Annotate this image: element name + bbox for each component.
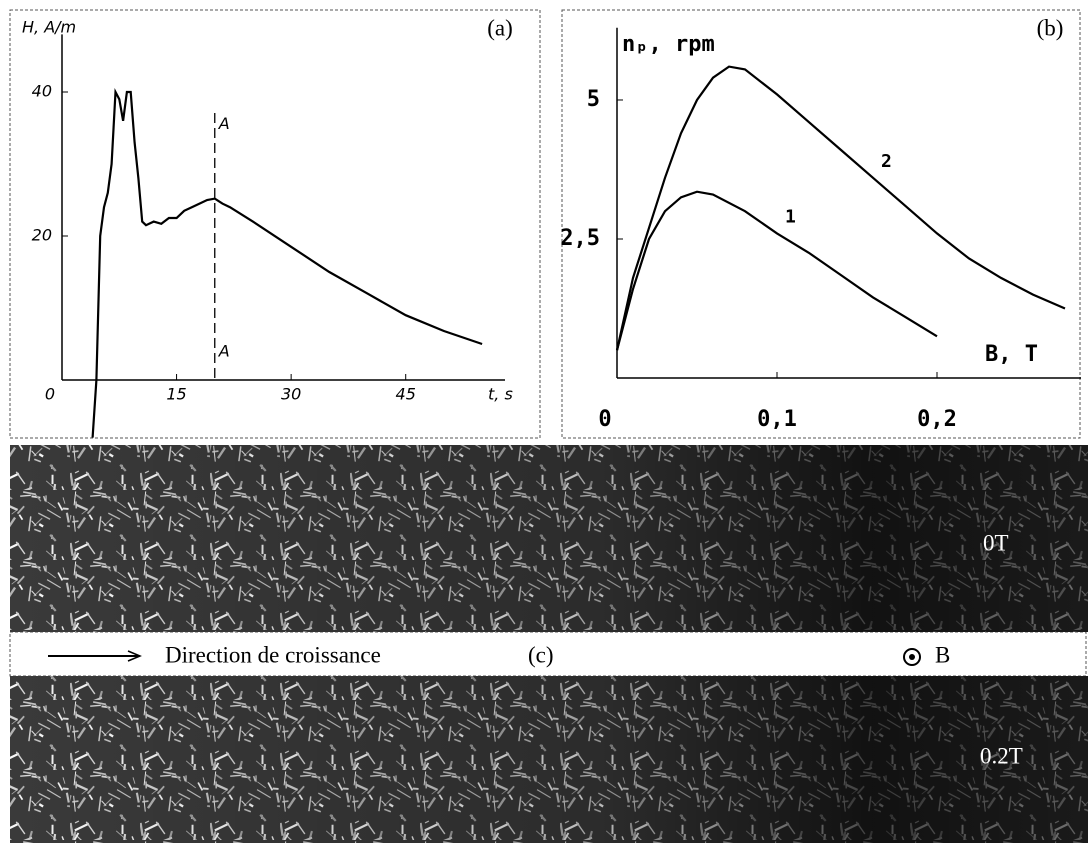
marker-label: A <box>218 342 230 361</box>
image-label: 0T <box>983 530 1009 555</box>
x-tick-label: 0,1 <box>757 407 797 432</box>
caption-strip <box>9 631 1087 677</box>
panel-label: (b) <box>1037 15 1064 40</box>
data-line <box>615 65 1066 351</box>
y-tick-label: 5 <box>587 87 600 112</box>
panel-label: (c) <box>528 642 554 667</box>
y-axis-label: nₚ, rpm <box>622 32 715 57</box>
y-tick-label: 20 <box>32 226 52 245</box>
field-label: B <box>935 642 950 667</box>
series-label: 2 <box>881 151 892 172</box>
x-axis-label: t, s <box>488 385 513 404</box>
arrow-head <box>127 650 142 662</box>
x-tick-label: 0 <box>45 385 55 404</box>
field-symbol <box>903 648 921 666</box>
panel-frame <box>9 9 541 439</box>
x-tick-label: 45 <box>396 385 416 404</box>
y-tick-label: 40 <box>32 82 52 101</box>
series-label: 1 <box>785 206 796 227</box>
y-axis-label: H, A/m <box>22 18 76 37</box>
chart-a: (a) H, A/m t, s 0 15 30 45 20 40 A A <box>22 15 513 438</box>
data-line <box>91 87 483 438</box>
x-axis-label: B, T <box>985 342 1038 367</box>
micrograph-shade <box>10 676 1088 843</box>
chart-b: (b) nₚ, rpm B, T 0 0,1 0,2 2,5 5 2 1 <box>560 15 1081 432</box>
panel-label: (a) <box>487 15 513 40</box>
y-tick-label: 2,5 <box>560 226 600 251</box>
marker-label: A <box>218 114 230 133</box>
x-tick-label: 0 <box>598 407 611 432</box>
x-tick-label: 0,2 <box>917 407 957 432</box>
panel-frame <box>561 9 1081 439</box>
micrograph-shade <box>10 445 1088 632</box>
field-symbol-dot <box>909 654 915 660</box>
image-label: 0.2T <box>980 743 1023 768</box>
data-line <box>615 190 938 351</box>
growth-direction: Direction de croissance <box>165 642 381 667</box>
x-tick-label: 15 <box>166 385 186 404</box>
x-tick-label: 30 <box>281 385 301 404</box>
